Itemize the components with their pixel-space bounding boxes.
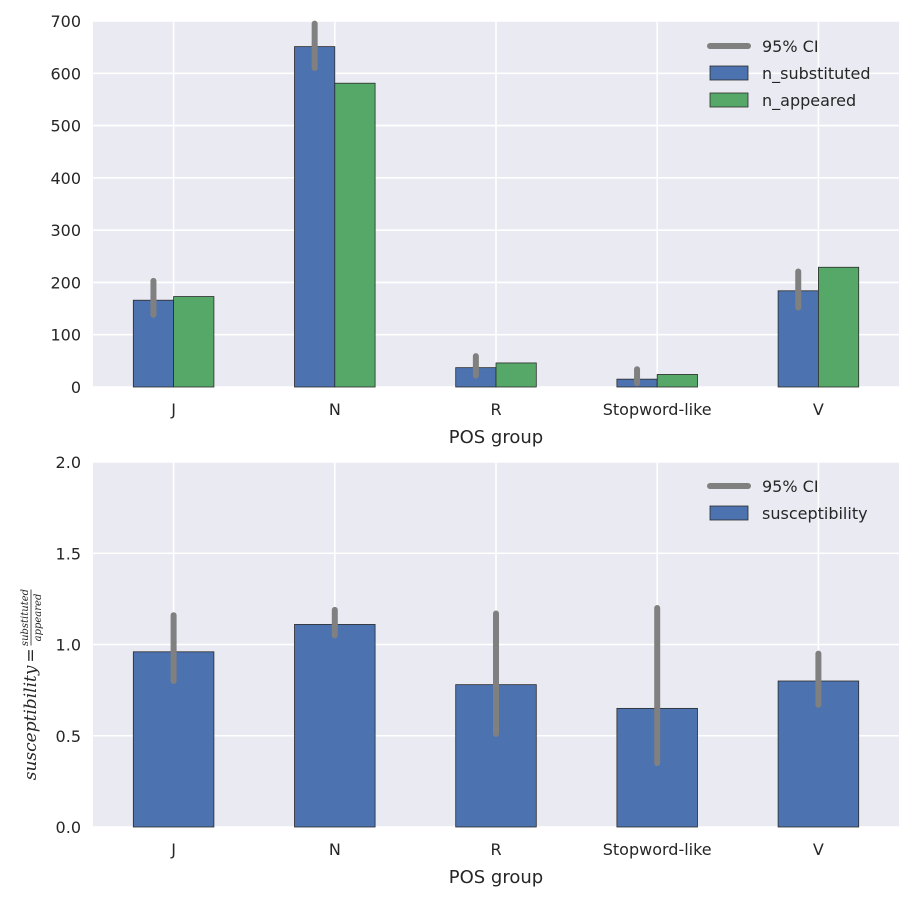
legend-swatch-n_appeared: [709, 92, 749, 108]
legend-label-n_appeared: n_appeared: [762, 91, 856, 111]
bar-n_substituted-n: [294, 46, 336, 388]
y-axis-label: susceptibility = substituted appeared: [20, 589, 44, 780]
x-axis-label: POS group: [449, 867, 543, 888]
legend-ci-label: 95% CI: [762, 477, 819, 496]
bar-n_substituted-j: [132, 299, 175, 388]
x-tick-label: J: [170, 840, 176, 859]
x-tick-label: Stopword-like: [603, 400, 712, 419]
x-tick-label: J: [170, 400, 176, 419]
bar-n_appeared-r: [495, 362, 537, 388]
y-tick-label: 2.0: [56, 453, 81, 472]
x-tick-label: N: [329, 400, 341, 419]
y-tick-label: 600: [50, 64, 81, 83]
y-tick-label: 1.5: [56, 544, 81, 563]
y-label-denominator: appeared: [33, 594, 44, 642]
y-tick-label: 100: [50, 326, 81, 345]
x-tick-label: V: [813, 840, 824, 859]
y-tick-label: 400: [50, 169, 81, 188]
y-label-equals: =: [21, 648, 41, 662]
legend: 95% CI n_substituted n_appeared: [707, 37, 871, 111]
susceptibility-chart: 0.0 0.5 1.0 1.5 2.0 J N R Stopword-like V POS grou…: [20, 453, 899, 888]
y-tick-label: 0.5: [56, 727, 81, 746]
y-tick-label: 0: [71, 378, 81, 397]
x-tick-label: N: [329, 840, 341, 859]
legend-ci-label: 95% CI: [762, 37, 819, 56]
x-tick-label: V: [813, 400, 824, 419]
y-tick-label: 1.0: [56, 636, 81, 655]
bar-n_appeared-stopword-like: [656, 374, 698, 388]
legend-swatch-susceptibility: [709, 505, 749, 521]
substitution-counts-chart: 0 100 200 300 400 500 600 700 J N R Stopword-like V P…: [50, 12, 899, 448]
y-tick-label: 0.0: [56, 818, 81, 837]
y-tick-label: 700: [50, 12, 81, 31]
y-tick-label: 200: [50, 273, 81, 292]
x-tick-label: R: [490, 840, 501, 859]
legend-label-n_substituted: n_substituted: [762, 64, 871, 84]
y-tick-label: 300: [50, 221, 81, 240]
y-tick-label: 500: [50, 117, 81, 136]
bar-susceptibility-n: [294, 624, 376, 828]
y-label-numerator: substituted: [20, 589, 31, 646]
legend: 95% CI susceptibility: [707, 477, 868, 523]
legend-label-susceptibility: susceptibility: [762, 504, 868, 523]
x-tick-label: Stopword-like: [603, 840, 712, 859]
bar-n_appeared-j: [173, 296, 215, 388]
legend-swatch-n_substituted: [709, 65, 749, 81]
y-label-main: susceptibility: [21, 665, 41, 780]
x-tick-label: R: [490, 400, 501, 419]
x-axis-label: POS group: [449, 427, 543, 448]
bar-n_appeared-v: [818, 266, 860, 388]
bar-n_appeared-n: [334, 82, 376, 388]
